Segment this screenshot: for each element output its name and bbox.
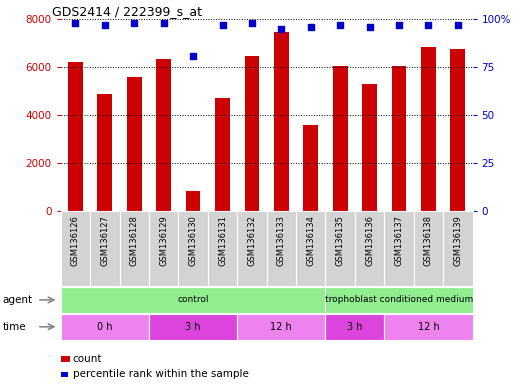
Bar xyxy=(267,211,296,286)
Bar xyxy=(443,211,473,286)
Bar xyxy=(90,211,119,286)
Bar xyxy=(119,211,149,286)
Bar xyxy=(244,56,259,211)
Bar xyxy=(156,59,171,211)
Text: GSM136134: GSM136134 xyxy=(306,215,315,266)
Text: time: time xyxy=(3,322,26,332)
Point xyxy=(365,24,374,30)
Point xyxy=(71,20,80,26)
Point xyxy=(395,22,403,28)
Bar xyxy=(392,66,407,211)
Point xyxy=(277,26,286,32)
Text: percentile rank within the sample: percentile rank within the sample xyxy=(73,369,249,379)
Point xyxy=(307,24,315,30)
Text: 12 h: 12 h xyxy=(418,322,439,332)
Bar xyxy=(149,314,237,340)
Text: count: count xyxy=(73,354,102,364)
Text: GSM136137: GSM136137 xyxy=(394,215,403,266)
Text: 3 h: 3 h xyxy=(347,322,363,332)
Text: GSM136131: GSM136131 xyxy=(218,215,227,266)
Text: GSM136138: GSM136138 xyxy=(424,215,433,266)
Text: 12 h: 12 h xyxy=(270,322,292,332)
Bar xyxy=(325,287,473,313)
Text: trophoblast conditioned medium: trophoblast conditioned medium xyxy=(325,295,473,305)
Bar xyxy=(325,211,355,286)
Bar xyxy=(237,211,267,286)
Bar xyxy=(333,66,347,211)
Bar xyxy=(384,314,473,340)
Text: 3 h: 3 h xyxy=(185,322,201,332)
Text: GSM136136: GSM136136 xyxy=(365,215,374,266)
Bar xyxy=(362,84,377,211)
Text: GSM136130: GSM136130 xyxy=(188,215,197,266)
Bar xyxy=(414,211,443,286)
Bar xyxy=(68,63,83,211)
Bar xyxy=(325,314,384,340)
Bar xyxy=(421,47,436,211)
Point xyxy=(130,20,138,26)
Point xyxy=(101,22,109,28)
Bar xyxy=(384,211,414,286)
Text: GSM136129: GSM136129 xyxy=(159,215,168,266)
Text: GSM136126: GSM136126 xyxy=(71,215,80,266)
Point xyxy=(189,53,197,59)
Bar xyxy=(237,314,325,340)
Text: GSM136132: GSM136132 xyxy=(248,215,257,266)
Point xyxy=(454,22,462,28)
Point xyxy=(218,22,227,28)
Bar xyxy=(208,211,237,286)
Bar xyxy=(61,314,149,340)
Bar xyxy=(98,94,112,211)
Bar xyxy=(296,211,325,286)
Point xyxy=(424,22,432,28)
Bar xyxy=(304,125,318,211)
Bar xyxy=(178,211,208,286)
Text: GSM136133: GSM136133 xyxy=(277,215,286,266)
Bar xyxy=(355,211,384,286)
Bar xyxy=(61,211,90,286)
Point xyxy=(159,20,168,26)
Text: control: control xyxy=(177,295,209,305)
Bar xyxy=(61,287,325,313)
Bar xyxy=(215,98,230,211)
Point xyxy=(248,20,256,26)
Text: GSM136139: GSM136139 xyxy=(454,215,463,266)
Bar xyxy=(450,49,465,211)
Text: GSM136135: GSM136135 xyxy=(336,215,345,266)
Point xyxy=(336,22,344,28)
Text: GSM136128: GSM136128 xyxy=(130,215,139,266)
Text: agent: agent xyxy=(3,295,33,305)
Bar xyxy=(149,211,178,286)
Bar xyxy=(186,191,201,211)
Text: 0 h: 0 h xyxy=(97,322,112,332)
Bar xyxy=(127,77,142,211)
Text: GDS2414 / 222399_s_at: GDS2414 / 222399_s_at xyxy=(52,5,202,18)
Bar xyxy=(274,32,289,211)
Text: GSM136127: GSM136127 xyxy=(100,215,109,266)
